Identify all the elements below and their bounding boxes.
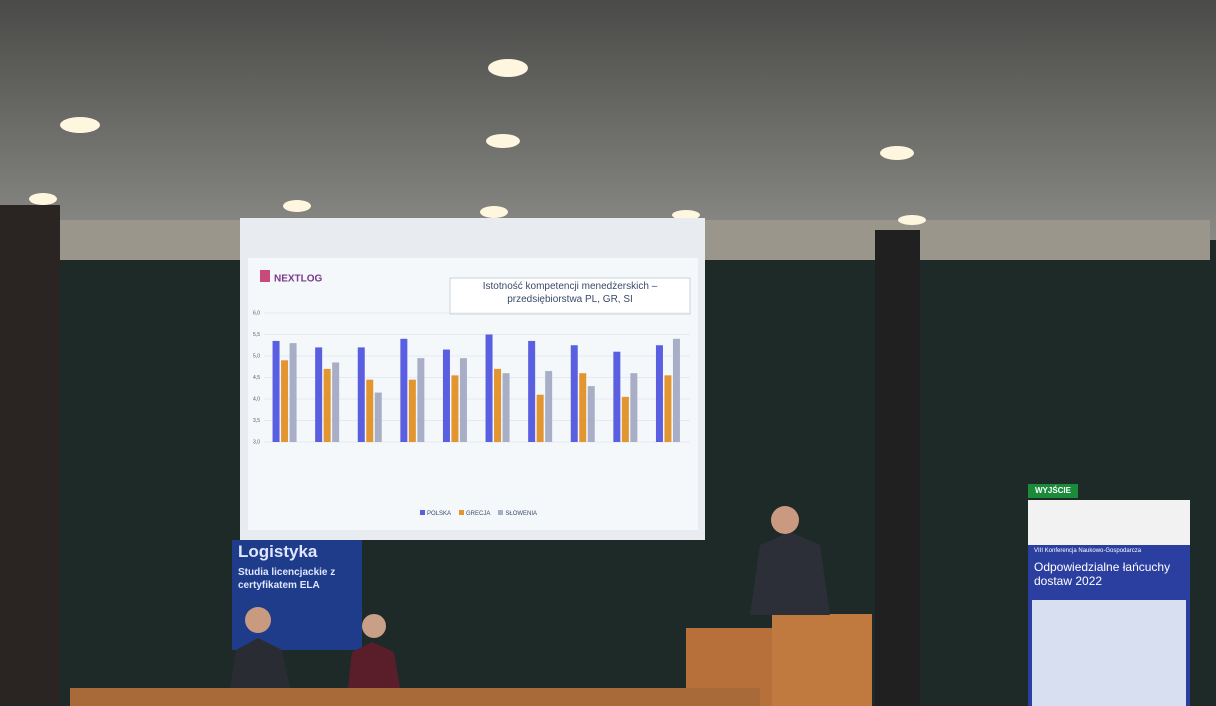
bar [673,339,680,442]
bar [613,352,620,442]
legend-item: GRECJA [459,510,490,517]
banner-title: Logistyka [238,542,317,562]
bar [451,375,458,442]
bar [630,373,637,442]
bar [486,335,493,443]
bar [443,350,450,442]
bar [400,339,407,442]
legend-swatch [420,510,425,515]
bar [579,373,586,442]
photo: NEXTLOG WYJŚCIE 3,0 3,5 4,0 4,5 5,0 5,5 6,0 Is… [0,0,1216,706]
bar [324,369,331,442]
bar [366,380,373,442]
legend-item: POLSKA [420,510,451,517]
banner-event: VIII Konferencja Naukowo-Gospodarcza [1034,548,1184,554]
legend-label: GRECJA [466,511,490,517]
ceiling [0,0,1216,240]
logo: NEXTLOG [274,274,323,285]
y-tick-label: 3,0 [253,439,260,445]
legend-label: SŁOWENIA [505,511,537,517]
bar [664,375,671,442]
speaker [750,532,830,615]
y-tick-label: 4,5 [253,375,260,381]
legend: POLSKA GRECJA SŁOWENIA [420,510,537,517]
scene: NEXTLOG WYJŚCIE 3,0 3,5 4,0 4,5 5,0 5,5 6,0 [0,0,1216,706]
bar [281,360,288,442]
person-head [245,607,271,633]
bar [460,358,467,442]
y-tick-label: 4,0 [253,396,260,402]
bar [375,393,382,442]
bar [537,395,544,442]
bar [290,343,297,442]
bar [571,345,578,442]
y-tick-label: 5,5 [253,332,260,338]
chart-title: Istotność kompetencji menedżerskich – pr… [452,280,688,306]
bar [494,369,501,442]
lectern [772,614,872,706]
person-head [362,614,386,638]
legend-label: POLSKA [427,511,451,517]
bar [273,341,280,442]
bar [332,362,339,442]
bar [315,347,322,442]
legend-swatch [459,510,464,515]
legend-item: SŁOWENIA [498,510,537,517]
y-tick-label: 3,5 [253,418,260,424]
column [0,205,60,705]
bar [588,386,595,442]
exit-text: WYJŚCIE [1035,486,1072,495]
column [875,230,920,706]
y-tick-label: 6,0 [253,310,260,316]
bar [409,380,416,442]
y-tick-label: 5,0 [253,353,260,359]
logo-icon [260,270,270,282]
legend-swatch [498,510,503,515]
banner-subtitle: Studia licencjackie z certyfikatem ELA [238,566,338,592]
bar [656,345,663,442]
banner-header [1028,500,1190,545]
banner-title: Odpowiedzialne łańcuchy dostaw 2022 [1034,560,1184,588]
speaker-head [771,506,799,534]
table [70,688,760,706]
bar [528,341,535,442]
banner-graphic [1032,600,1186,706]
bar [545,371,552,442]
bar [622,397,629,442]
bar [358,347,365,442]
bar [503,373,510,442]
bar [417,358,424,442]
